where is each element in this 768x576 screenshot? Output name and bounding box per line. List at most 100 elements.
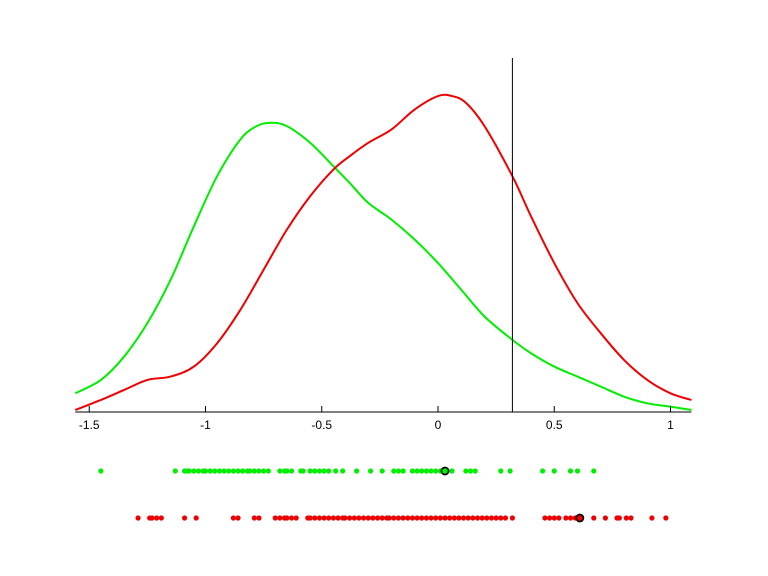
sample-dot <box>472 468 478 474</box>
sample-dot <box>567 468 574 474</box>
x-tick-label: 1 <box>667 418 674 432</box>
sample-dot <box>556 515 562 521</box>
sample-dot <box>330 515 336 521</box>
sample-dot <box>300 468 306 474</box>
sample-dot <box>484 515 490 521</box>
sample-dot <box>442 515 448 521</box>
sample-dot <box>265 468 271 474</box>
sample-dot <box>509 515 516 521</box>
green-rug-row <box>98 466 597 476</box>
sample-dot <box>498 515 504 521</box>
sample-dot <box>235 468 241 474</box>
sample-dot <box>216 468 223 474</box>
sample-dot <box>347 515 353 521</box>
sample-dot <box>463 468 469 474</box>
highlighted-sample-dot <box>440 466 450 476</box>
sample-dot <box>419 468 425 474</box>
sample-dot <box>465 515 471 521</box>
sample-dot <box>428 468 434 474</box>
x-tick-label: -0.5 <box>311 418 332 432</box>
sample-dot <box>351 515 357 521</box>
sample-dot <box>261 468 267 474</box>
sample-dot <box>316 468 323 474</box>
sample-dot <box>423 515 429 521</box>
sample-dot <box>437 515 443 521</box>
sample-dot <box>414 468 420 474</box>
sample-dot <box>240 468 246 474</box>
sample-dot <box>321 515 327 521</box>
sample-dot <box>623 515 629 521</box>
sample-dot <box>479 515 485 521</box>
sample-dot <box>367 468 374 474</box>
x-tick-label: 0 <box>435 418 442 432</box>
sample-dot <box>256 468 262 474</box>
sample-dot <box>400 515 406 521</box>
sample-dot <box>409 515 416 521</box>
sample-dot <box>307 515 313 521</box>
sample-dot <box>379 468 385 474</box>
sample-dot <box>449 468 455 474</box>
sample-dot <box>335 515 341 521</box>
sample-dot <box>154 515 160 521</box>
sample-dot <box>312 468 318 474</box>
sample-dot <box>428 515 434 521</box>
sample-dot <box>230 515 236 521</box>
sample-dot <box>202 468 209 474</box>
sample-dot <box>284 515 290 521</box>
highlighted-sample-dot <box>575 513 585 523</box>
density-curves <box>74 93 692 411</box>
sample-dot <box>423 468 429 474</box>
sample-dot <box>207 468 213 474</box>
x-axis: -1.5 -1 -0.5 0 0.5 1 <box>75 406 692 432</box>
sample-dot <box>370 515 376 521</box>
sample-dot <box>488 515 495 521</box>
sample-dot <box>433 468 439 474</box>
sample-dot <box>321 468 327 474</box>
sample-dot <box>540 468 546 474</box>
sample-dot <box>507 468 513 474</box>
sample-dot <box>405 515 411 521</box>
sample-dot <box>467 468 474 474</box>
sample-dot <box>135 515 141 521</box>
sample-dot <box>374 515 381 521</box>
sample-dot <box>591 515 597 521</box>
sample-dot <box>628 515 634 521</box>
sample-dot <box>172 468 178 474</box>
sample-dot <box>326 515 332 521</box>
red-rug-row <box>135 513 669 523</box>
sample-dot <box>460 515 467 521</box>
x-tick-label: -1 <box>200 418 211 432</box>
x-tick-label: -1.5 <box>79 418 100 432</box>
green-density-curve <box>74 121 692 411</box>
sample-dot <box>354 468 360 474</box>
sample-dot <box>551 468 557 474</box>
sample-dot <box>312 515 318 521</box>
sample-dot <box>433 515 439 521</box>
sample-dot <box>551 515 557 521</box>
sample-dot <box>181 515 188 521</box>
sample-dot <box>386 515 392 521</box>
sample-dot <box>288 515 295 521</box>
sample-dot <box>498 468 504 474</box>
sample-dot <box>158 515 164 521</box>
sample-dot <box>649 515 655 521</box>
sample-dot <box>563 515 569 521</box>
sample-dot <box>212 468 218 474</box>
sample-dot <box>391 468 397 474</box>
sample-dot <box>235 515 241 521</box>
sample-dot <box>493 515 499 521</box>
sample-dot <box>186 468 192 474</box>
x-tick-label: 0.5 <box>546 418 563 432</box>
sample-dot <box>379 515 385 521</box>
sample-dot <box>356 515 362 521</box>
sample-dot <box>456 515 462 521</box>
sample-dot <box>395 515 402 521</box>
red-density-curve <box>74 93 692 411</box>
sample-dot <box>542 515 548 521</box>
sample-dot <box>277 468 283 474</box>
sample-dot <box>616 515 622 521</box>
sample-dot <box>226 468 232 474</box>
sample-dot <box>451 515 457 521</box>
sample-dot <box>191 468 197 474</box>
